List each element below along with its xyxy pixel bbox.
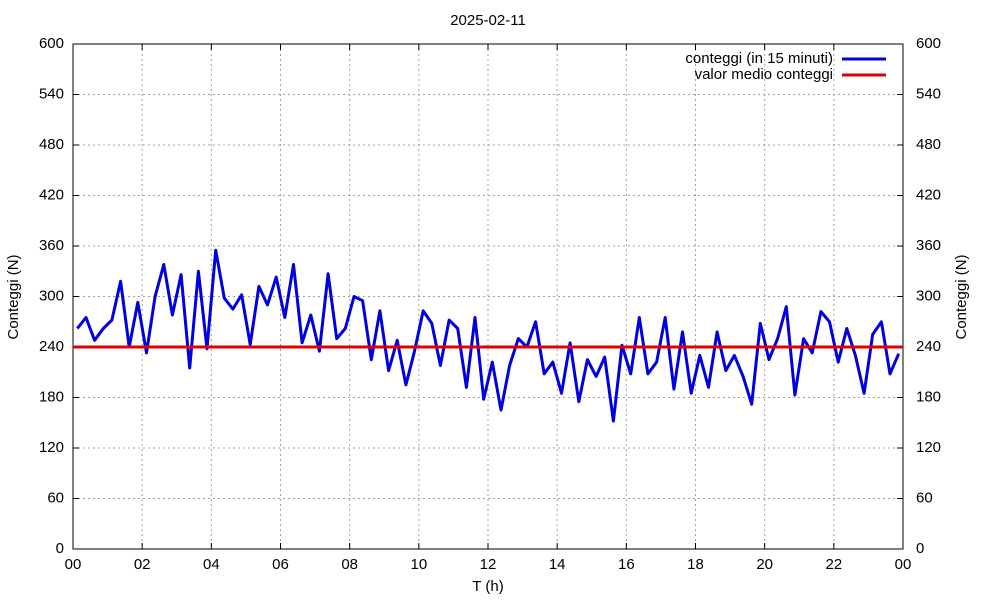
x-tick-label: 14 [549, 556, 566, 573]
y-tick-label: 180 [39, 388, 64, 405]
y2-tick-label: 540 [916, 85, 941, 102]
data-line [76, 248, 901, 423]
x-tick-label: 22 [825, 556, 842, 573]
y2-tick-label: 600 [916, 35, 941, 52]
chart-title: 2025-02-11 [450, 12, 526, 29]
y-tick-label: 120 [39, 439, 64, 456]
y-tick-label: 540 [39, 85, 64, 102]
x-tick-label: 04 [203, 556, 220, 573]
y2-tick-label: 300 [916, 287, 941, 304]
y2-tick-label: 0 [916, 540, 924, 557]
plot-frame [72, 43, 904, 550]
y-tick-label: 60 [47, 489, 64, 506]
y2-tick-label: 480 [916, 136, 941, 153]
y-tick-label: 300 [39, 287, 64, 304]
x-tick-label: 00 [65, 556, 82, 573]
legend-label: valor medio conteggi [695, 66, 833, 83]
x-axis-label: T (h) [472, 578, 503, 595]
x-tick-label: 20 [756, 556, 773, 573]
x-tick-label: 08 [341, 556, 358, 573]
y2-tick-label: 240 [916, 338, 941, 355]
y2-tick-label: 180 [916, 388, 941, 405]
y2-tick-label: 420 [916, 186, 941, 203]
y-tick-label: 360 [39, 237, 64, 254]
x-tick-label: 18 [687, 556, 704, 573]
x-tick-label: 02 [134, 556, 151, 573]
legend-label: conteggi (in 15 minuti) [685, 50, 833, 67]
x-tick-label: 06 [272, 556, 289, 573]
y-tick-label: 480 [39, 136, 64, 153]
y2-tick-label: 360 [916, 237, 941, 254]
y-tick-label: 600 [39, 35, 64, 52]
y-tick-label: 0 [56, 540, 64, 557]
y-tick-label: 240 [39, 338, 64, 355]
x-tick-label: 16 [618, 556, 635, 573]
y2-tick-label: 60 [916, 489, 933, 506]
x-tick-label: 10 [410, 556, 427, 573]
y-axis-label: Conteggi (N) [5, 254, 22, 339]
x-tick-label: 00 [895, 556, 912, 573]
x-tick-label: 12 [480, 556, 497, 573]
y2-tick-label: 120 [916, 439, 941, 456]
y2-axis-label: Conteggi (N) [953, 254, 970, 339]
y-tick-label: 420 [39, 186, 64, 203]
